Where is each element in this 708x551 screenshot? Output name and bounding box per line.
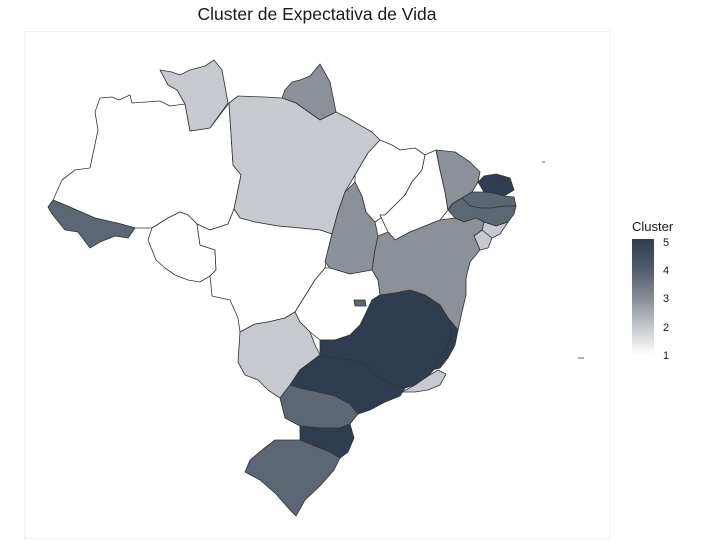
state-ac[interactable]: [47, 199, 136, 249]
legend-title: Cluster: [632, 219, 674, 234]
legend-color-bar: [632, 239, 654, 355]
state-es[interactable]: [431, 317, 459, 371]
state-df[interactable]: [353, 299, 367, 307]
legend-tick-2: 2: [663, 322, 670, 334]
legend-tick-1: 1: [663, 350, 670, 362]
state-rr[interactable]: [159, 59, 229, 132]
plot-panel: [24, 31, 610, 539]
state-rj[interactable]: [401, 369, 447, 393]
map-title: Cluster de Expectativa de Vida: [197, 4, 437, 24]
state-rs[interactable]: [244, 439, 341, 517]
legend-tick-3: 3: [663, 293, 670, 305]
legend-tick-4: 4: [663, 265, 670, 277]
legend-tick-5: 5: [663, 237, 670, 249]
